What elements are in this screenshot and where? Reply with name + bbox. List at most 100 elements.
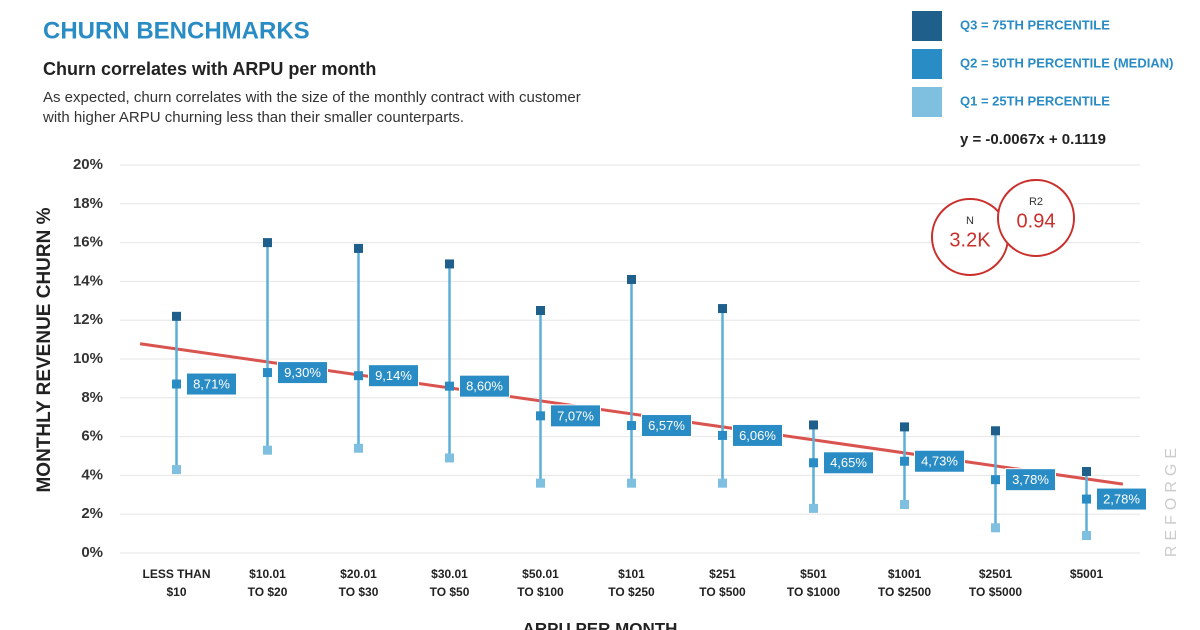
legend-label: Q3 = 75TH PERCENTILE bbox=[960, 17, 1110, 32]
value-label: 9,30% bbox=[284, 365, 321, 380]
marker bbox=[1082, 494, 1091, 504]
x-tick-label-line: TO $20 bbox=[248, 585, 288, 599]
chart-title: CHURN BENCHMARKS bbox=[43, 17, 310, 44]
value-label: 6,06% bbox=[739, 428, 776, 443]
marker bbox=[536, 411, 545, 421]
value-label: 6,57% bbox=[648, 418, 685, 433]
y-tick-label: 10% bbox=[73, 350, 103, 367]
value-label-box bbox=[732, 423, 783, 447]
y-tick-label: 0% bbox=[81, 544, 103, 561]
x-tick-label: LESS THAN $10 bbox=[142, 567, 210, 599]
legend-swatch bbox=[912, 87, 942, 117]
marker bbox=[172, 465, 181, 475]
marker bbox=[718, 304, 727, 314]
x-tick-label-line: $20.01 bbox=[340, 567, 377, 581]
description: As expected, churn correlates with the s… bbox=[43, 89, 581, 106]
marker bbox=[809, 420, 818, 430]
marker bbox=[1082, 531, 1091, 541]
legend-swatch bbox=[912, 49, 942, 79]
marker bbox=[445, 453, 454, 463]
x-tick-label: $2501 TO $5000 bbox=[969, 567, 1022, 599]
stat-label: N bbox=[966, 215, 974, 227]
marker bbox=[354, 371, 363, 381]
value-label-box bbox=[277, 361, 328, 385]
x-tick-label: $1001 TO $2500 bbox=[878, 567, 931, 599]
value-label: 7,07% bbox=[557, 408, 594, 423]
x-axis-label: ARPU PER MONTH bbox=[523, 619, 678, 630]
y-tick-label: 6% bbox=[81, 428, 103, 445]
value-label-box bbox=[186, 372, 237, 396]
stat-value: 3.2K bbox=[949, 229, 991, 251]
stat-label: R2 bbox=[1029, 196, 1043, 208]
x-tick-label-line: $251 bbox=[709, 567, 736, 581]
y-tick-label: 2% bbox=[81, 505, 103, 522]
marker bbox=[172, 311, 181, 321]
value-label-box bbox=[1096, 487, 1147, 511]
value-label: 8,71% bbox=[193, 376, 230, 391]
value-label-box bbox=[1005, 468, 1056, 492]
marker bbox=[809, 503, 818, 513]
x-tick-label-line: $1001 bbox=[888, 567, 922, 581]
value-label: 4,73% bbox=[921, 454, 958, 469]
x-tick-label-line: $101 bbox=[618, 567, 645, 581]
marker bbox=[627, 421, 636, 431]
value-label-box bbox=[914, 449, 965, 473]
y-tick-label: 4% bbox=[81, 466, 103, 483]
stat-badge bbox=[997, 179, 1075, 257]
marker bbox=[991, 426, 1000, 436]
y-tick-label: 16% bbox=[73, 234, 103, 251]
marker bbox=[445, 381, 454, 391]
x-tick-label-line: $2501 bbox=[979, 567, 1013, 581]
trendline-equation: y = -0.0067x + 0.1119 bbox=[960, 131, 1106, 148]
marker bbox=[536, 306, 545, 315]
x-tick-label-line: TO $250 bbox=[608, 585, 655, 599]
watermark: REFORGE bbox=[1163, 443, 1180, 557]
description: with higher ARPU churning less than thei… bbox=[42, 109, 464, 126]
legend-swatch bbox=[912, 11, 942, 41]
x-tick-label-line: LESS THAN bbox=[142, 567, 210, 581]
x-tick-label: $101 TO $250 bbox=[608, 567, 655, 599]
chart-subtitle: Churn correlates with ARPU per month bbox=[43, 59, 376, 79]
marker bbox=[354, 243, 363, 253]
value-label: 8,60% bbox=[466, 379, 503, 394]
x-tick-label-line: TO $50 bbox=[430, 585, 470, 599]
y-tick-label: 12% bbox=[73, 311, 103, 328]
y-tick-label: 8% bbox=[81, 389, 103, 406]
marker bbox=[718, 478, 727, 488]
value-label-box bbox=[459, 374, 510, 398]
marker bbox=[900, 500, 909, 509]
marker bbox=[445, 259, 454, 269]
marker bbox=[627, 478, 636, 488]
value-label-box bbox=[550, 404, 601, 428]
value-label: 9,14% bbox=[375, 368, 412, 383]
marker bbox=[536, 478, 545, 488]
x-tick-label-line: TO $5000 bbox=[969, 585, 1022, 599]
value-label-box bbox=[368, 364, 419, 388]
legend-label: Q2 = 50TH PERCENTILE (MEDIAN) bbox=[960, 55, 1173, 70]
legend-label: Q1 = 25TH PERCENTILE bbox=[960, 93, 1110, 108]
marker bbox=[172, 379, 181, 389]
marker bbox=[991, 475, 1000, 485]
y-tick-label: 20% bbox=[73, 156, 103, 173]
x-tick-label: $5001 bbox=[1070, 567, 1104, 581]
marker bbox=[718, 430, 727, 440]
value-label: 4,65% bbox=[830, 455, 867, 470]
marker bbox=[809, 458, 818, 468]
x-tick-label-line: TO $2500 bbox=[878, 585, 931, 599]
x-tick-label-line: TO $1000 bbox=[787, 585, 840, 599]
x-tick-label-line: $50.01 bbox=[522, 567, 559, 581]
x-tick-label-line: TO $500 bbox=[699, 585, 746, 599]
x-tick-label: $30.01 TO $50 bbox=[430, 567, 470, 599]
y-axis-label: MONTHLY REVENUE CHURN % bbox=[34, 207, 55, 492]
value-label-box bbox=[641, 414, 692, 438]
x-tick-label: $20.01 TO $30 bbox=[339, 567, 379, 599]
y-tick-label: 14% bbox=[73, 272, 103, 289]
x-tick-label-line: $10.01 bbox=[249, 567, 286, 581]
marker bbox=[263, 368, 272, 378]
marker bbox=[354, 443, 363, 453]
marker bbox=[263, 445, 272, 455]
x-tick-label: $251 TO $500 bbox=[699, 567, 746, 599]
marker bbox=[991, 523, 1000, 533]
value-label-box bbox=[823, 451, 874, 475]
stat-value: 0.94 bbox=[1017, 210, 1056, 232]
